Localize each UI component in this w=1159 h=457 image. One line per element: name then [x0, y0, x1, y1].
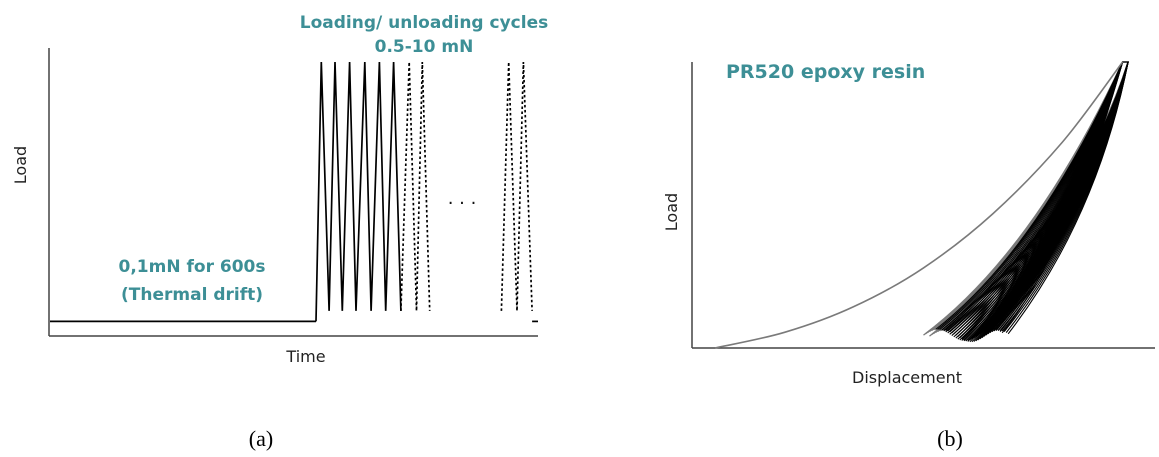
panel-b-y-axis-label: Load — [662, 193, 681, 231]
panel-a-ellipsis: . . . — [448, 188, 477, 209]
cycles-range-annotation: 0.5-10 mN — [375, 37, 474, 57]
panel-b-chart: PR520 epoxy resin Displacement Load — [662, 61, 1155, 387]
panel-b-cycle-9 — [939, 61, 1129, 332]
panel-b-x-axis-label: Displacement — [852, 368, 962, 387]
panel-a-curves — [50, 61, 538, 323]
cycles-title-annotation: Loading/ unloading cycles — [300, 13, 548, 33]
caption-b: (b) — [937, 426, 963, 451]
caption-a: (a) — [249, 426, 273, 451]
panel-a-x-axis-label: Time — [285, 347, 325, 366]
hold-note-annotation: (Thermal drift) — [121, 285, 263, 305]
panel-a-chart: . . . Time Load Loading/ unloading cycle… — [11, 13, 548, 366]
panel-a-series-4 — [500, 61, 533, 311]
panel-b-loading-curve — [714, 61, 1124, 349]
panel-b-cycle-40 — [1001, 61, 1129, 335]
panel-b-title: PR520 epoxy resin — [726, 61, 925, 83]
panel-a-series-3 — [400, 61, 431, 311]
panel-b-cycle-curves — [923, 61, 1129, 343]
hold-value-annotation: 0,1mN for 600s — [119, 257, 266, 277]
panel-a-series-2 — [315, 61, 402, 322]
panel-a-y-axis-label: Load — [11, 146, 30, 184]
